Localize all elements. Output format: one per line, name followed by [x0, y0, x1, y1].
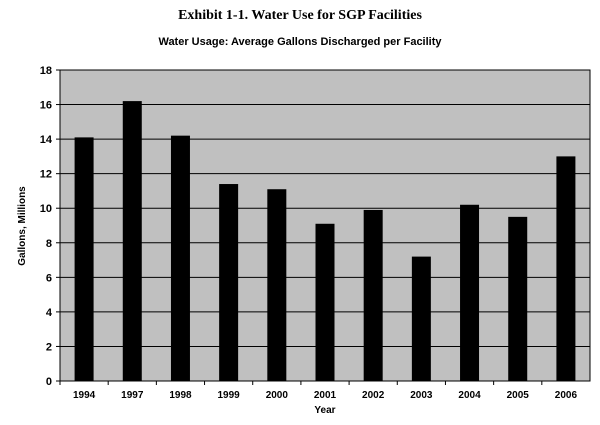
x-tick-label: 2005 — [507, 390, 530, 401]
bar-1994 — [74, 137, 94, 381]
bar-2004 — [460, 204, 480, 381]
y-tick-label: 10 — [40, 203, 52, 215]
bar-2001 — [315, 223, 335, 381]
y-tick-label: 16 — [40, 100, 52, 112]
x-tick-label: 1994 — [73, 390, 96, 401]
x-tick-label: 2001 — [314, 390, 337, 401]
y-tick-label: 12 — [40, 169, 52, 181]
bar-2002 — [363, 209, 383, 381]
y-tick-label: 2 — [46, 341, 52, 353]
bar-1997 — [122, 101, 142, 381]
x-tick-label: 2002 — [362, 390, 385, 401]
x-tick-label: 2003 — [410, 390, 433, 401]
bars — [74, 101, 576, 381]
chart-title: Water Usage: Average Gallons Discharged … — [158, 36, 442, 48]
y-tick-label: 18 — [40, 65, 52, 77]
x-tick-label: 2006 — [555, 390, 578, 401]
bar-2006 — [556, 156, 576, 381]
x-tick-label: 1999 — [218, 390, 241, 401]
bar-1999 — [219, 184, 239, 381]
y-tick-label: 14 — [40, 134, 53, 146]
y-tick-label: 4 — [46, 307, 53, 319]
x-tick-label: 2000 — [266, 390, 289, 401]
bar-2005 — [508, 216, 528, 381]
x-tick-label: 1997 — [121, 390, 144, 401]
y-tick-label: 6 — [46, 272, 52, 284]
y-axis-label: Gallons, Millions — [17, 186, 28, 266]
bar-1998 — [170, 135, 190, 381]
y-tick-label: 0 — [46, 376, 52, 388]
x-tick-label: 1998 — [169, 390, 192, 401]
y-tick-labels: 0 2 4 6 8 10 12 14 16 18 — [40, 65, 60, 388]
y-tick-label: 8 — [46, 238, 52, 250]
bar-2003 — [411, 256, 431, 381]
bar-2000 — [267, 189, 287, 381]
x-tick-labels: 1994 1997 1998 1999 2000 2001 2002 2003 2004 2005… — [59, 381, 578, 401]
exhibit-title: Exhibit 1-1. Water Use for SGP Facilitie… — [178, 8, 422, 23]
x-axis-label: Year — [314, 405, 335, 416]
x-tick-label: 2004 — [458, 390, 481, 401]
